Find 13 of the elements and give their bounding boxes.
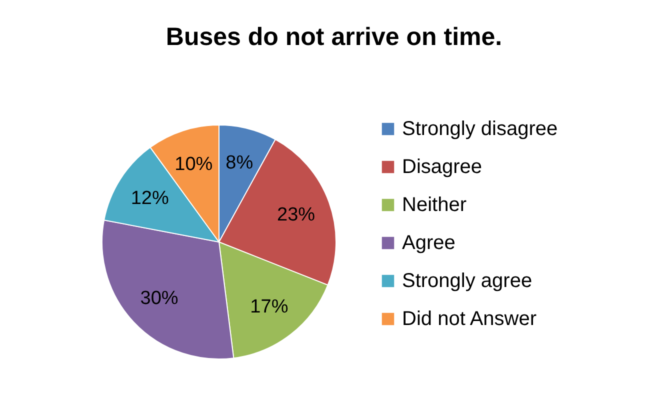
data-label: 12%	[130, 188, 169, 210]
chart-title: Buses do not arrive on time.	[166, 23, 502, 51]
data-label: 8%	[226, 152, 254, 174]
legend-label: Agree	[402, 232, 456, 254]
data-label: 23%	[277, 204, 316, 226]
legend-label: Did not Answer	[402, 308, 537, 330]
data-label: 17%	[250, 296, 288, 318]
legend-label: Neither	[402, 194, 467, 216]
legend-label: Disagree	[402, 156, 482, 178]
legend-label: Strongly disagree	[402, 118, 558, 140]
legend-label: Strongly agree	[402, 270, 532, 292]
data-label: 30%	[140, 288, 178, 310]
data-label: 10%	[174, 154, 213, 176]
